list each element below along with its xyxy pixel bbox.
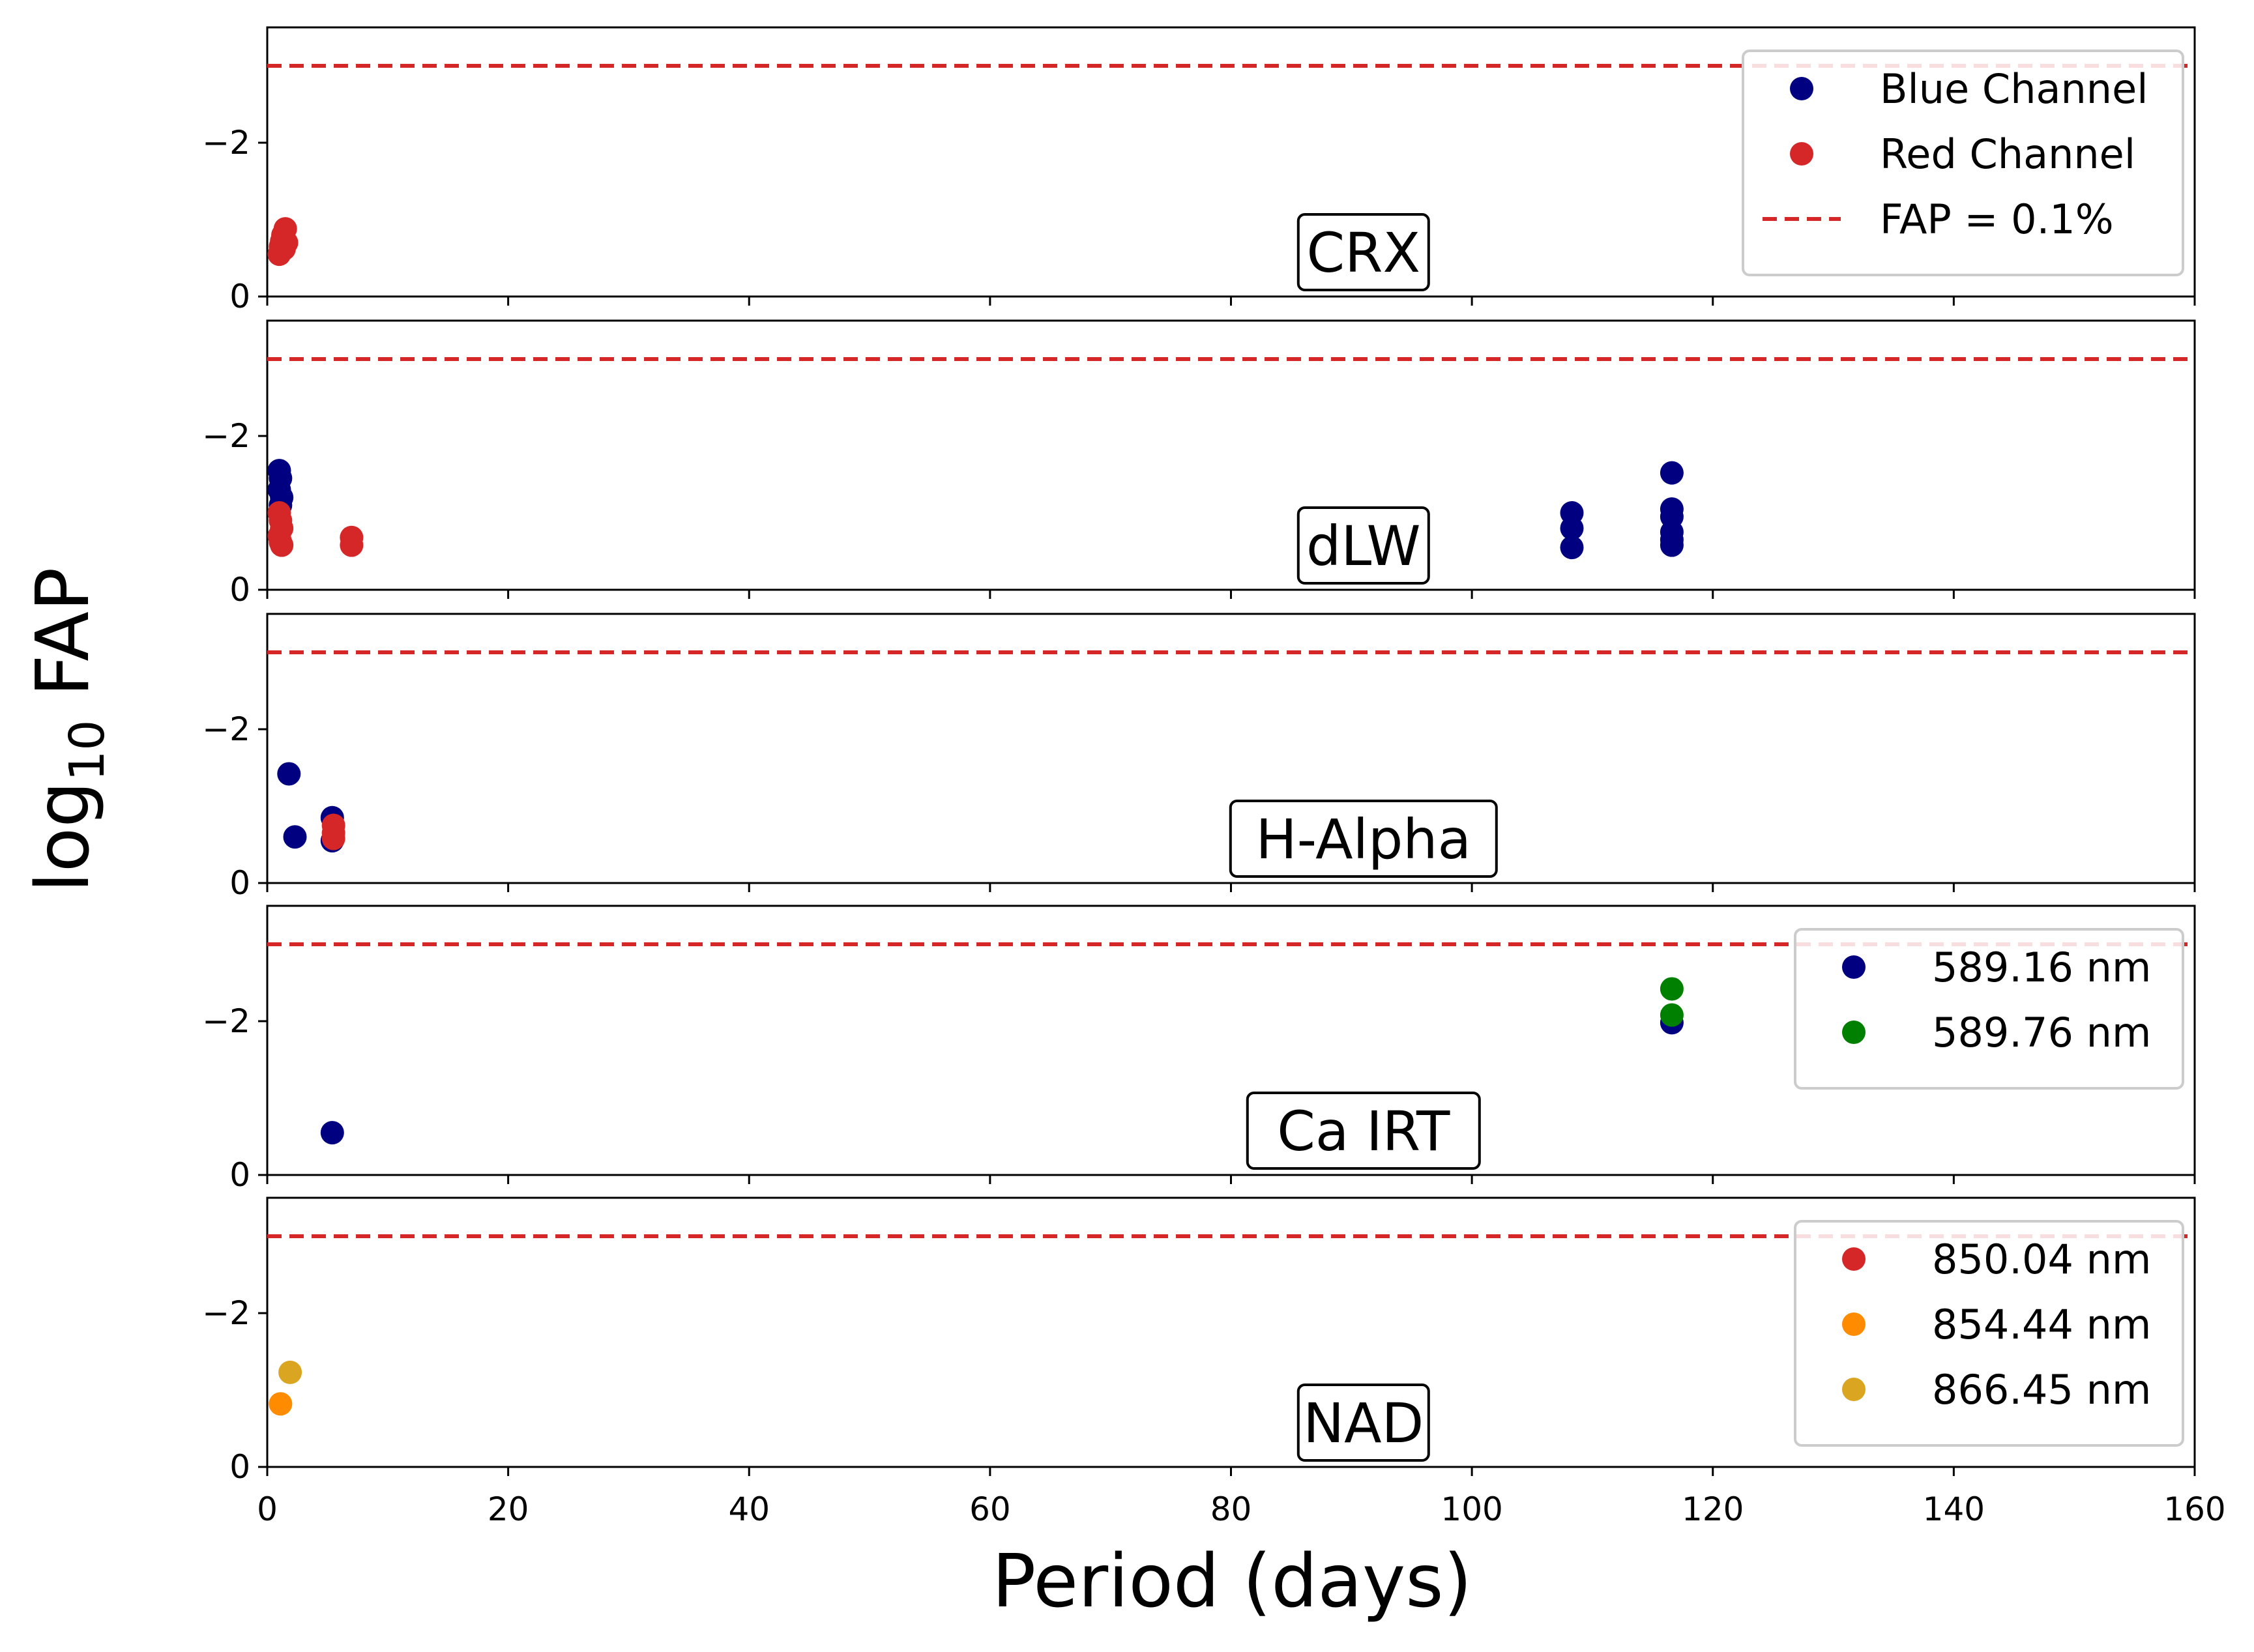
data-point — [277, 762, 301, 786]
panel-label-box — [1229, 800, 1498, 878]
panel-crx: 0 −2 CRX Blue Channel Red Channel FAP = 0.1% — [202, 26, 2196, 315]
data-point — [283, 825, 307, 849]
x-tick-label: 100 — [1441, 1490, 1502, 1528]
legend-frame — [1742, 50, 2184, 276]
y-axis-label: log10 FAP — [21, 568, 115, 893]
legend: Blue Channel Red Channel FAP = 0.1% — [1742, 50, 2184, 276]
legend-frame — [1794, 1220, 2184, 1447]
x-tick-label: 120 — [1682, 1490, 1744, 1528]
data-point — [1560, 536, 1584, 560]
x-tick-label: 140 — [1923, 1490, 1985, 1528]
y-axis-label-sub: 10 — [59, 720, 115, 781]
panel-label: NAD — [1303, 1391, 1424, 1455]
x-tick-label: 60 — [969, 1490, 1011, 1528]
legend: 589.16 nm 589.76 nm — [1794, 928, 2184, 1090]
y-tick-label: 0 — [229, 864, 250, 902]
panel-label-box — [1296, 506, 1430, 585]
data-point — [1660, 977, 1684, 1001]
panel-label: H-Alpha — [1256, 807, 1471, 871]
panel-nad: 0 20 40 60 80 100 120 140 160 0 −2 NAD 850.04 nm 854.… — [202, 1196, 2226, 1528]
legend: 850.04 nm 854.44 nm 866.45 nm — [1794, 1220, 2184, 1447]
y-tick-label: 0 — [229, 1156, 250, 1194]
y-axis-label-base: log — [21, 781, 106, 893]
panel-label: CRX — [1307, 221, 1421, 285]
data-point — [274, 231, 299, 255]
legend-label: Blue Channel — [1880, 65, 2148, 113]
data-point — [340, 533, 364, 557]
y-tick-label: −2 — [202, 1294, 250, 1332]
data-point — [269, 1392, 293, 1416]
panel-label-box — [1246, 1092, 1481, 1170]
data-point — [278, 1360, 302, 1384]
x-tick-label: 0 — [257, 1490, 278, 1528]
panel-label: Ca IRT — [1277, 1099, 1450, 1163]
legend-label: 866.45 nm — [1932, 1366, 2151, 1413]
legend-label: 854.44 nm — [1932, 1301, 2151, 1348]
legend-marker — [1842, 1312, 1866, 1336]
x-tick-label: 80 — [1210, 1490, 1252, 1528]
data-point — [1660, 461, 1684, 485]
data-point — [321, 826, 345, 850]
legend-label: 850.04 nm — [1932, 1236, 2151, 1283]
legend-label: FAP = 0.1% — [1880, 196, 2114, 243]
panel-dlw: 0 −2 dLW — [202, 319, 2196, 609]
y-tick-label: 0 — [229, 571, 250, 609]
y-tick-label: −2 — [202, 417, 250, 455]
data-point — [1560, 516, 1584, 540]
y-tick-label: −2 — [202, 710, 250, 748]
panel-label-box — [1296, 1384, 1430, 1462]
x-tick-label: 160 — [2163, 1490, 2225, 1528]
data-point — [270, 533, 294, 557]
legend-frame — [1794, 928, 2184, 1090]
panel-ca-irt: 0 −2 Ca IRT 589.16 nm 589.76 nm — [202, 905, 2196, 1194]
legend-label: Red Channel — [1880, 130, 2135, 178]
legend-label: 589.16 nm — [1932, 944, 2151, 991]
legend-label: 589.76 nm — [1932, 1009, 2151, 1056]
data-point — [1660, 533, 1684, 557]
x-tick-label: 20 — [488, 1490, 529, 1528]
y-tick-label: 0 — [229, 278, 250, 315]
panel-label-box — [1296, 213, 1430, 291]
y-tick-label: 0 — [229, 1448, 250, 1486]
panel-label: dLW — [1306, 514, 1420, 578]
x-tick-label: 40 — [728, 1490, 770, 1528]
legend-marker — [1842, 955, 1866, 979]
legend-marker — [1842, 1247, 1866, 1271]
panel-h-alpha: 0 −2 H-Alpha — [202, 613, 2196, 902]
y-axis-label-rest: FAP — [21, 568, 106, 720]
legend-marker — [1842, 1021, 1866, 1044]
legend-marker — [1842, 1378, 1866, 1401]
y-tick-label: −2 — [202, 1002, 250, 1040]
legend-marker — [1790, 77, 1813, 100]
data-point — [320, 1121, 344, 1145]
legend-marker — [1790, 142, 1813, 166]
y-tick-label: −2 — [202, 124, 250, 162]
data-point — [1660, 1003, 1684, 1027]
x-axis-label: Period (days) — [992, 1539, 1472, 1624]
